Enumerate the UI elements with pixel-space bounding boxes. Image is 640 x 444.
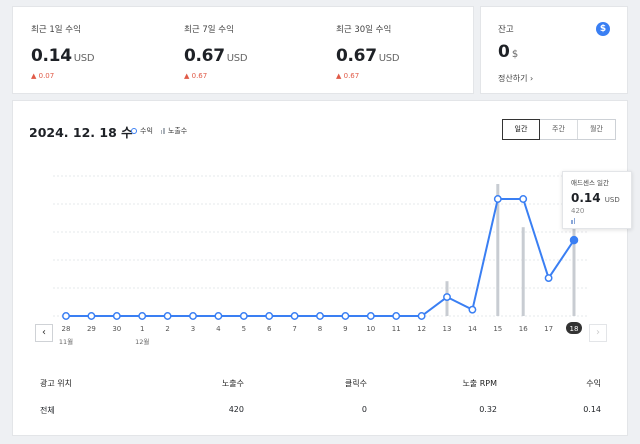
- table-row: 전체 420 0 0.32 0.14: [13, 396, 629, 423]
- revenue-point: [392, 312, 401, 320]
- chart-legend: 수익 노출수: [131, 126, 187, 136]
- revenue-summary-card: 최근 1일 수익 0.14 USD ▲ 0.07 최근 7일 수익 0.67 USD…: [12, 6, 474, 94]
- x-tick-label: 9: [343, 325, 347, 333]
- revenue-point: [493, 195, 502, 203]
- col-header: 노출 RPM: [462, 379, 497, 388]
- table-cell: 0: [361, 405, 367, 414]
- revenue-point: [468, 305, 477, 314]
- tab-monthly[interactable]: 월간: [577, 120, 615, 139]
- metric-title: 최근 1일 수익: [31, 25, 81, 35]
- stats-table: 광고 위치 노출수 클릭수 노출 RPM 수익 전체 420 0 0.32 0.…: [13, 369, 629, 423]
- metric-delta: ▲ 0.07: [31, 72, 55, 80]
- metric-1day: 최근 1일 수익 0.14 USD ▲ 0.07: [31, 23, 95, 80]
- x-tick-label: 28: [62, 325, 71, 333]
- revenue-point: [163, 312, 172, 320]
- metric-title: 최근 7일 수익: [184, 25, 234, 35]
- metric-delta: ▲ 0.67: [336, 72, 360, 80]
- bar-chart-icon: [571, 218, 623, 224]
- chart-tooltip: 애드센스 일간 0.14 USD 420: [562, 171, 632, 229]
- revenue-point: [62, 312, 70, 320]
- next-page-button[interactable]: ›: [589, 324, 607, 342]
- table-cell: 420: [228, 405, 244, 414]
- revenue-point: [112, 312, 121, 320]
- table-cell: 전체: [40, 406, 55, 415]
- col-header: 노출수: [221, 379, 244, 388]
- impression-bar: [496, 184, 500, 316]
- dollar-icon: $: [596, 22, 610, 36]
- revenue-point: [417, 312, 426, 320]
- x-tick-label: 1: [140, 325, 144, 333]
- metric-value: 0.67 USD: [336, 46, 400, 66]
- x-tick-label: 17: [544, 325, 553, 333]
- x-tick-label: 12: [417, 325, 426, 333]
- metric-30day: 최근 30일 수익 0.67 USD ▲ 0.67: [336, 23, 400, 80]
- revenue-point: [443, 293, 451, 301]
- revenue-point: [366, 312, 375, 320]
- selected-day-badge: [566, 322, 582, 334]
- x-tick-label: 29: [87, 325, 96, 333]
- x-tick-label: 18: [570, 325, 579, 333]
- daily-chart-card: 2024. 12. 18 수 수익 노출수 일간 주간 월간 28 29 30 1 2 3…: [12, 100, 632, 436]
- revenue-point: [544, 274, 553, 283]
- month-label: 12월: [135, 337, 149, 346]
- table-cell: 0.32: [479, 405, 497, 414]
- balance-card: 잔고 $ 0 $ 정산하기 ›: [480, 6, 628, 94]
- x-tick-label: 13: [443, 325, 452, 333]
- month-label: 11월: [59, 337, 73, 346]
- revenue-point: [239, 312, 248, 320]
- tab-daily[interactable]: 일간: [502, 119, 540, 140]
- x-tick-label: 11: [392, 325, 401, 333]
- revenue-point: [265, 312, 274, 320]
- metric-value: 0.67 USD: [184, 46, 248, 66]
- x-tick-label: 8: [318, 325, 322, 333]
- x-tick-label: 2: [165, 325, 169, 333]
- revenue-point: [138, 312, 147, 320]
- x-tick-label: 7: [292, 325, 296, 333]
- revenue-point: [569, 235, 579, 245]
- revenue-point: [519, 195, 528, 203]
- balance-value: 0 $: [498, 42, 519, 62]
- legend-impressions[interactable]: 노출수: [160, 126, 187, 136]
- metric-title: 최근 30일 수익: [336, 25, 392, 35]
- x-tick-label: 16: [519, 325, 528, 333]
- col-header: 클릭수: [344, 379, 367, 388]
- revenue-point: [189, 312, 197, 320]
- balance-title: 잔고: [498, 25, 514, 35]
- bar-chart-icon: [160, 128, 165, 134]
- x-tick-label: 5: [242, 325, 246, 333]
- x-tick-label: 10: [366, 325, 375, 333]
- settle-link[interactable]: 정산하기 ›: [498, 74, 534, 83]
- metric-delta: ▲ 0.67: [184, 72, 208, 80]
- revenue-point: [341, 312, 350, 320]
- table-cell: 0.14: [583, 405, 601, 414]
- x-tick-label: 3: [191, 325, 195, 333]
- legend-revenue[interactable]: 수익: [131, 126, 153, 136]
- x-tick-label: 4: [216, 325, 221, 333]
- revenue-point: [214, 312, 223, 320]
- tooltip-title: 애드센스 일간: [571, 179, 609, 187]
- chart-date: 2024. 12. 18 수: [29, 125, 133, 140]
- revenue-point: [316, 312, 324, 320]
- period-tabs: 일간 주간 월간: [502, 119, 616, 140]
- prev-page-button[interactable]: ‹: [35, 324, 53, 342]
- metric-7day: 최근 7일 수익 0.67 USD ▲ 0.67: [184, 23, 248, 80]
- table-header-row: 광고 위치 노출수 클릭수 노출 RPM 수익: [13, 369, 629, 396]
- impression-bar: [521, 227, 525, 316]
- col-header: 광고 위치: [40, 379, 72, 388]
- tooltip-value: 0.14 USD: [571, 191, 620, 205]
- x-tick-label: 15: [493, 325, 502, 333]
- revenue-point: [290, 312, 299, 320]
- metric-value: 0.14 USD: [31, 46, 95, 66]
- x-tick-label: 14: [468, 325, 477, 333]
- x-tick-label: 30: [112, 325, 121, 333]
- x-tick-label: 6: [267, 325, 272, 333]
- impression-bar: [572, 215, 576, 316]
- col-header: 수익: [586, 379, 601, 388]
- revenue-point: [87, 312, 96, 320]
- tooltip-impressions: 420: [571, 207, 585, 215]
